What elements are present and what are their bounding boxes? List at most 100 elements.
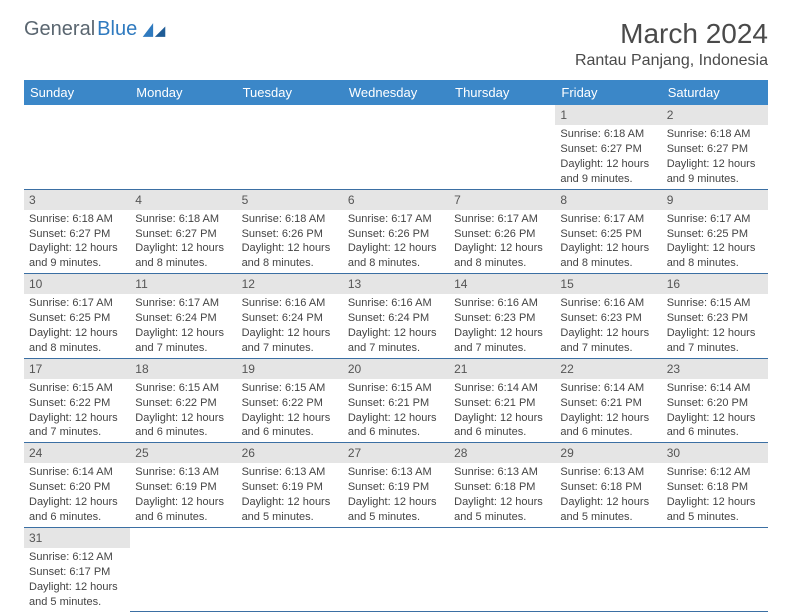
day-number: 9	[662, 190, 768, 210]
calendar-cell: 15Sunrise: 6:16 AMSunset: 6:23 PMDayligh…	[555, 274, 661, 359]
day-number: 6	[343, 190, 449, 210]
calendar-cell	[237, 105, 343, 189]
day-body: Sunrise: 6:15 AMSunset: 6:22 PMDaylight:…	[237, 379, 343, 442]
sunrise-text: Sunrise: 6:15 AM	[348, 381, 444, 396]
day-body: Sunrise: 6:16 AMSunset: 6:24 PMDaylight:…	[343, 294, 449, 357]
calendar-cell: 7Sunrise: 6:17 AMSunset: 6:26 PMDaylight…	[449, 189, 555, 274]
daylight-text: Daylight: 12 hours and 5 minutes.	[560, 495, 656, 525]
daylight-text: Daylight: 12 hours and 6 minutes.	[454, 411, 550, 441]
daylight-text: Daylight: 12 hours and 7 minutes.	[667, 326, 763, 356]
day-number: 26	[237, 443, 343, 463]
calendar-cell: 12Sunrise: 6:16 AMSunset: 6:24 PMDayligh…	[237, 274, 343, 359]
sunrise-text: Sunrise: 6:13 AM	[242, 465, 338, 480]
day-body: Sunrise: 6:15 AMSunset: 6:22 PMDaylight:…	[24, 379, 130, 442]
day-body: Sunrise: 6:13 AMSunset: 6:18 PMDaylight:…	[449, 463, 555, 526]
sunrise-text: Sunrise: 6:15 AM	[667, 296, 763, 311]
day-body: Sunrise: 6:15 AMSunset: 6:22 PMDaylight:…	[130, 379, 236, 442]
sunrise-text: Sunrise: 6:12 AM	[667, 465, 763, 480]
daylight-text: Daylight: 12 hours and 5 minutes.	[348, 495, 444, 525]
sunrise-text: Sunrise: 6:13 AM	[348, 465, 444, 480]
calendar-cell: 23Sunrise: 6:14 AMSunset: 6:20 PMDayligh…	[662, 358, 768, 443]
daylight-text: Daylight: 12 hours and 6 minutes.	[135, 495, 231, 525]
day-number: 31	[24, 528, 130, 548]
weekday-header: Saturday	[662, 80, 768, 105]
day-number: 17	[24, 359, 130, 379]
calendar-row: 17Sunrise: 6:15 AMSunset: 6:22 PMDayligh…	[24, 358, 768, 443]
day-body: Sunrise: 6:16 AMSunset: 6:23 PMDaylight:…	[449, 294, 555, 357]
sunrise-text: Sunrise: 6:16 AM	[454, 296, 550, 311]
sunrise-text: Sunrise: 6:13 AM	[560, 465, 656, 480]
calendar-cell	[343, 105, 449, 189]
sunset-text: Sunset: 6:19 PM	[348, 480, 444, 495]
calendar-cell	[449, 527, 555, 611]
day-number: 14	[449, 274, 555, 294]
day-number: 3	[24, 190, 130, 210]
sunrise-text: Sunrise: 6:15 AM	[135, 381, 231, 396]
day-number: 13	[343, 274, 449, 294]
calendar-cell: 5Sunrise: 6:18 AMSunset: 6:26 PMDaylight…	[237, 189, 343, 274]
day-body: Sunrise: 6:13 AMSunset: 6:19 PMDaylight:…	[237, 463, 343, 526]
sunset-text: Sunset: 6:26 PM	[242, 227, 338, 242]
sunrise-text: Sunrise: 6:14 AM	[454, 381, 550, 396]
calendar-cell	[237, 527, 343, 611]
month-title: March 2024	[575, 18, 768, 50]
calendar-cell: 9Sunrise: 6:17 AMSunset: 6:25 PMDaylight…	[662, 189, 768, 274]
sunrise-text: Sunrise: 6:15 AM	[29, 381, 125, 396]
sunset-text: Sunset: 6:27 PM	[667, 142, 763, 157]
day-body: Sunrise: 6:13 AMSunset: 6:18 PMDaylight:…	[555, 463, 661, 526]
weekday-header: Monday	[130, 80, 236, 105]
daylight-text: Daylight: 12 hours and 8 minutes.	[135, 241, 231, 271]
calendar-cell	[449, 105, 555, 189]
logo-text-1: General	[24, 18, 95, 41]
sunrise-text: Sunrise: 6:17 AM	[348, 212, 444, 227]
day-body: Sunrise: 6:15 AMSunset: 6:21 PMDaylight:…	[343, 379, 449, 442]
sunset-text: Sunset: 6:26 PM	[454, 227, 550, 242]
sunset-text: Sunset: 6:21 PM	[348, 396, 444, 411]
daylight-text: Daylight: 12 hours and 7 minutes.	[29, 411, 125, 441]
day-number: 18	[130, 359, 236, 379]
calendar-cell: 24Sunrise: 6:14 AMSunset: 6:20 PMDayligh…	[24, 443, 130, 528]
weekday-header: Sunday	[24, 80, 130, 105]
daylight-text: Daylight: 12 hours and 7 minutes.	[454, 326, 550, 356]
location: Rantau Panjang, Indonesia	[575, 52, 768, 70]
calendar-row: 10Sunrise: 6:17 AMSunset: 6:25 PMDayligh…	[24, 274, 768, 359]
daylight-text: Daylight: 12 hours and 9 minutes.	[667, 157, 763, 187]
day-number: 8	[555, 190, 661, 210]
day-body: Sunrise: 6:13 AMSunset: 6:19 PMDaylight:…	[130, 463, 236, 526]
calendar-cell: 25Sunrise: 6:13 AMSunset: 6:19 PMDayligh…	[130, 443, 236, 528]
sunrise-text: Sunrise: 6:18 AM	[667, 127, 763, 142]
day-number: 2	[662, 105, 768, 125]
calendar-cell: 31Sunrise: 6:12 AMSunset: 6:17 PMDayligh…	[24, 527, 130, 611]
daylight-text: Daylight: 12 hours and 6 minutes.	[348, 411, 444, 441]
sunset-text: Sunset: 6:23 PM	[454, 311, 550, 326]
day-number: 24	[24, 443, 130, 463]
daylight-text: Daylight: 12 hours and 6 minutes.	[135, 411, 231, 441]
calendar-cell: 8Sunrise: 6:17 AMSunset: 6:25 PMDaylight…	[555, 189, 661, 274]
daylight-text: Daylight: 12 hours and 5 minutes.	[242, 495, 338, 525]
calendar-row: 24Sunrise: 6:14 AMSunset: 6:20 PMDayligh…	[24, 443, 768, 528]
sunset-text: Sunset: 6:27 PM	[560, 142, 656, 157]
day-number: 5	[237, 190, 343, 210]
calendar-cell: 22Sunrise: 6:14 AMSunset: 6:21 PMDayligh…	[555, 358, 661, 443]
day-number: 7	[449, 190, 555, 210]
sunset-text: Sunset: 6:26 PM	[348, 227, 444, 242]
calendar-cell: 10Sunrise: 6:17 AMSunset: 6:25 PMDayligh…	[24, 274, 130, 359]
sunrise-text: Sunrise: 6:14 AM	[560, 381, 656, 396]
day-body: Sunrise: 6:18 AMSunset: 6:26 PMDaylight:…	[237, 210, 343, 273]
daylight-text: Daylight: 12 hours and 7 minutes.	[560, 326, 656, 356]
daylight-text: Daylight: 12 hours and 8 minutes.	[454, 241, 550, 271]
day-number: 15	[555, 274, 661, 294]
calendar-cell: 3Sunrise: 6:18 AMSunset: 6:27 PMDaylight…	[24, 189, 130, 274]
day-number: 20	[343, 359, 449, 379]
calendar-row: 1Sunrise: 6:18 AMSunset: 6:27 PMDaylight…	[24, 105, 768, 189]
sunrise-text: Sunrise: 6:16 AM	[242, 296, 338, 311]
sunset-text: Sunset: 6:18 PM	[667, 480, 763, 495]
calendar-cell: 4Sunrise: 6:18 AMSunset: 6:27 PMDaylight…	[130, 189, 236, 274]
sunset-text: Sunset: 6:22 PM	[135, 396, 231, 411]
day-body: Sunrise: 6:17 AMSunset: 6:25 PMDaylight:…	[662, 210, 768, 273]
sunrise-text: Sunrise: 6:16 AM	[560, 296, 656, 311]
day-body: Sunrise: 6:14 AMSunset: 6:21 PMDaylight:…	[555, 379, 661, 442]
sunset-text: Sunset: 6:20 PM	[667, 396, 763, 411]
sunset-text: Sunset: 6:25 PM	[29, 311, 125, 326]
calendar-cell: 1Sunrise: 6:18 AMSunset: 6:27 PMDaylight…	[555, 105, 661, 189]
